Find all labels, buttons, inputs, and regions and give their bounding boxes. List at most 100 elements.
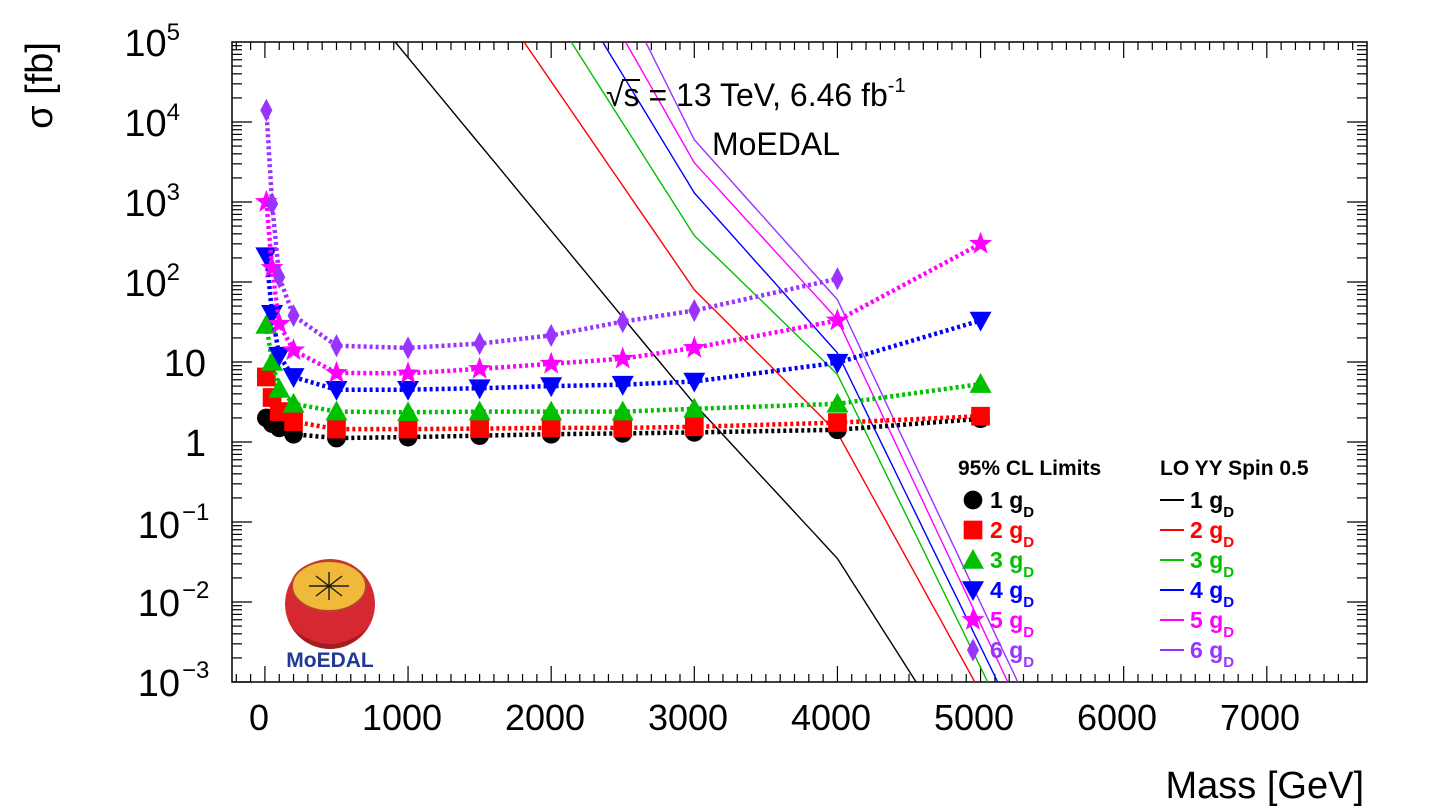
- limit-point: [260, 255, 284, 278]
- legend-theory-label: 6 gD: [1190, 637, 1234, 671]
- limit-point: [260, 98, 273, 122]
- legend-limit-label: 5 gD: [990, 607, 1034, 641]
- limit-point: [327, 419, 346, 439]
- y-tick-sup: −2: [182, 577, 209, 604]
- limit-point: [616, 310, 629, 334]
- x-tick-label: 1000: [362, 697, 442, 738]
- limit-point: [826, 392, 849, 413]
- limit-point: [971, 406, 990, 426]
- limit-point: [268, 377, 291, 398]
- limit-line-5-gD: [264, 201, 982, 376]
- limit-point: [273, 265, 286, 289]
- legend-theory-label: 3 gD: [1190, 547, 1234, 581]
- legend-theory-label: 4 gD: [1190, 577, 1234, 611]
- x-tick-labels: 0 1000 2000 3000 4000 5000 6000 7000: [249, 697, 1300, 738]
- limit-point: [540, 377, 563, 398]
- limit-point: [468, 400, 491, 421]
- limit-point: [611, 346, 635, 369]
- limit-point: [325, 360, 348, 383]
- limit-point: [683, 372, 706, 393]
- limit-point: [825, 308, 849, 331]
- theory-curves: [394, 42, 1019, 682]
- x-tick-label: 0: [249, 697, 269, 738]
- theory-line-3-gD: [570, 42, 989, 682]
- theory-line-5-gD: [624, 42, 1009, 682]
- limit-point: [398, 419, 418, 439]
- limit-point: [611, 400, 634, 421]
- axis-ticks: [232, 42, 1367, 683]
- limit-point: [540, 400, 563, 421]
- y-tick-label: 102: [124, 259, 180, 305]
- limit-point: [325, 380, 348, 401]
- limit-point: [541, 418, 561, 438]
- legend-theory-header: LO YY Spin 0.5: [1160, 457, 1309, 480]
- limit-point: [261, 351, 284, 371]
- legend-limits-header: 95% CL Limits: [958, 457, 1101, 480]
- y-tick-label: 10: [164, 343, 206, 385]
- limit-point: [282, 338, 306, 361]
- legend-marker: [961, 607, 985, 630]
- logo-arrows-icon: [309, 572, 349, 600]
- limit-point: [539, 351, 563, 374]
- legend-theory-label: 5 gD: [1190, 607, 1234, 641]
- limit-line-3-gD: [264, 324, 981, 415]
- legend-limit-label: 1 gD: [990, 487, 1034, 521]
- limit-point: [282, 392, 305, 413]
- legend-marker: [962, 549, 984, 569]
- limit-point: [282, 368, 305, 388]
- y-tick-labels: 105 104 103 102 10 1 10 −1 10 −2 10 −3: [124, 19, 209, 705]
- limit-point: [473, 332, 486, 356]
- limit-point: [683, 397, 706, 418]
- x-tick-label: 6000: [1077, 697, 1157, 738]
- limit-point: [257, 367, 276, 387]
- limit-point: [470, 419, 489, 438]
- y-tick-label: 103: [124, 179, 180, 225]
- limit-point: [284, 412, 303, 431]
- x-axis-title: Mass [GeV]: [1166, 765, 1365, 807]
- limit-point: [266, 192, 279, 216]
- limit-point: [688, 298, 701, 323]
- limit-point: [969, 311, 992, 332]
- limit-point: [545, 323, 558, 347]
- theory-line-6-gD: [644, 42, 1019, 682]
- limit-point: [611, 375, 634, 396]
- x-tick-label: 7000: [1220, 697, 1300, 738]
- limit-point: [396, 361, 420, 384]
- limit-point: [397, 380, 420, 401]
- limit-point: [269, 402, 289, 421]
- limit-point: [401, 336, 415, 360]
- y-tick-label: 10: [138, 583, 180, 625]
- y-tick-label: 104: [124, 99, 180, 145]
- limit-line-4-gD: [264, 255, 982, 392]
- legend-limit-label: 2 gD: [990, 517, 1034, 551]
- limit-point: [397, 401, 420, 422]
- x-tick-label: 3000: [648, 697, 728, 738]
- limit-point: [969, 231, 993, 254]
- y-tick-sup: −1: [182, 499, 209, 526]
- y-tick-label: 105: [124, 19, 180, 65]
- limit-point: [254, 189, 278, 212]
- x-tick-label: 4000: [791, 697, 871, 738]
- limit-point: [682, 335, 706, 358]
- theory-line-1-gD: [394, 42, 917, 682]
- theory-line-2-gD: [523, 42, 976, 682]
- legend-limit-label: 3 gD: [990, 547, 1034, 581]
- limit-point: [268, 346, 291, 367]
- limit-point: [831, 267, 844, 291]
- legend-marker: [966, 638, 980, 662]
- limit-point: [269, 418, 289, 438]
- limit-point: [826, 353, 849, 374]
- limit-point: [267, 311, 291, 334]
- y-tick-sup: −3: [182, 657, 209, 684]
- legend-limit-label: 4 gD: [990, 577, 1034, 611]
- legend-theory-label: 2 gD: [1190, 517, 1234, 551]
- theory-line-4-gD: [602, 42, 999, 682]
- limit-point: [325, 400, 348, 421]
- limit-point: [468, 356, 492, 379]
- x-tick-label: 2000: [505, 697, 585, 738]
- limit-point: [287, 304, 300, 328]
- legend-theory-label: 1 gD: [1190, 487, 1234, 521]
- legend-marker: [963, 490, 983, 510]
- limit-line-2-gD: [264, 376, 981, 432]
